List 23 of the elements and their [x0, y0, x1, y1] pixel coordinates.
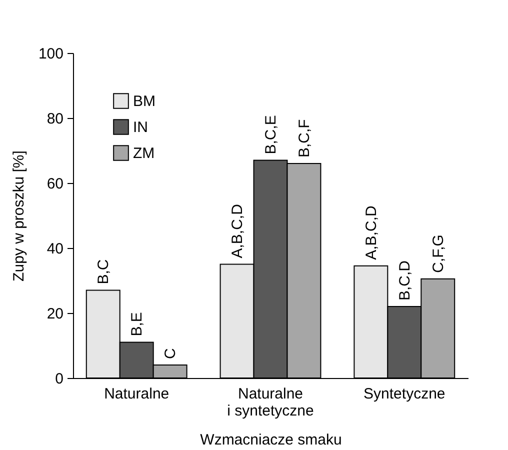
y-axis-title: Zupy w proszku [%]: [10, 150, 28, 282]
x-tick-label: Syntetyczne: [364, 386, 446, 402]
y-tick-label: 20: [46, 306, 64, 322]
data-label: C: [162, 348, 180, 359]
legend-label: ZM: [133, 145, 155, 162]
data-label: A,B,C,D: [229, 204, 246, 258]
y-tick-label: 60: [46, 176, 64, 192]
legend-label: IN: [133, 119, 148, 136]
y-tick-label: 40: [46, 240, 64, 258]
legend-label: BM: [133, 93, 156, 110]
data-label: B,C,D: [396, 260, 414, 300]
data-label: B,C,F: [296, 119, 313, 158]
data-label: B,C: [95, 259, 112, 284]
data-label: B,E: [128, 312, 146, 336]
y-tick-label: 80: [46, 110, 64, 128]
x-axis-title: Wzmacniacze smaku: [200, 432, 342, 448]
y-tick-label: 100: [38, 46, 64, 62]
x-tick-label: Naturalne: [104, 386, 170, 402]
data-label: A,B,C,D: [362, 206, 380, 260]
data-label: B,C,E: [262, 115, 280, 154]
data-label: C,F,G: [430, 234, 447, 273]
x-tick-label: Naturalne i syntetyczne: [227, 386, 314, 420]
y-tick-label: 0: [55, 370, 64, 388]
